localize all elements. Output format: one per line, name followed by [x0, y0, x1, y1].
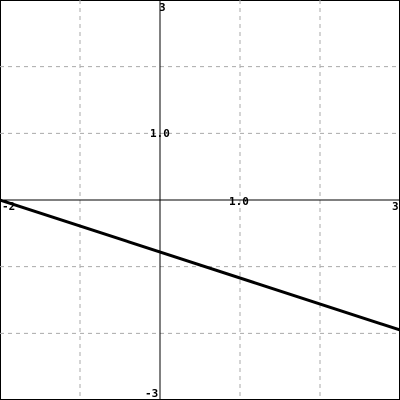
series-lines: [0, 198, 400, 332]
series-line: [0, 198, 400, 332]
y-unit-label: 1.0: [150, 127, 170, 140]
x-max-label: 3: [392, 200, 399, 213]
x-min-label: -2: [2, 200, 15, 213]
x-unit-label: 1.0: [229, 195, 249, 208]
y-min-label: -3: [145, 387, 158, 400]
y-max-label: 3: [159, 1, 166, 14]
